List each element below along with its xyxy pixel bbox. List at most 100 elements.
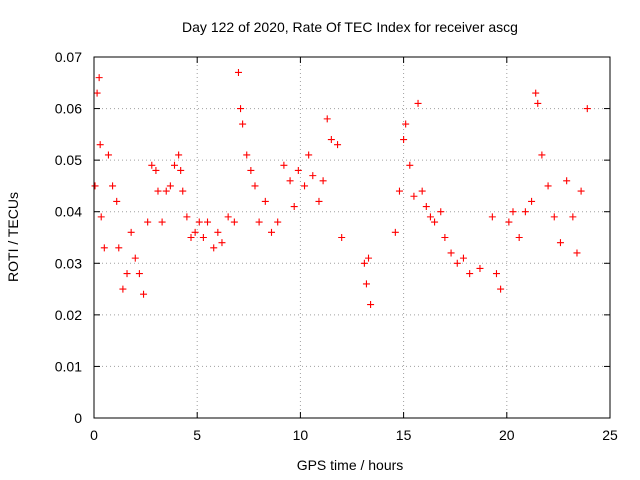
data-point xyxy=(210,244,218,252)
data-point xyxy=(563,177,571,185)
data-point xyxy=(191,228,199,236)
data-point xyxy=(261,197,269,205)
data-point xyxy=(315,197,323,205)
x-axis-label: GPS time / hours xyxy=(297,457,404,473)
data-point xyxy=(367,301,375,309)
data-point xyxy=(534,99,542,107)
y-axis-label: ROTI / TECUs xyxy=(5,192,21,282)
data-point xyxy=(204,218,212,226)
x-tick-label: 5 xyxy=(193,427,201,443)
data-points xyxy=(91,68,591,309)
data-point xyxy=(577,187,585,195)
x-tick-label: 15 xyxy=(396,427,412,443)
y-tick-label: 0 xyxy=(74,410,82,426)
x-tick-label: 20 xyxy=(499,427,515,443)
data-point xyxy=(148,161,156,169)
data-point xyxy=(95,74,103,82)
data-point xyxy=(569,213,577,221)
data-point xyxy=(360,259,368,267)
y-tick-label: 0.01 xyxy=(55,358,82,374)
data-point xyxy=(131,254,139,262)
data-point xyxy=(515,234,523,241)
data-point xyxy=(395,187,403,195)
data-point xyxy=(556,239,564,247)
data-point xyxy=(538,151,546,159)
data-point xyxy=(521,208,529,216)
data-point xyxy=(96,141,104,149)
data-point xyxy=(214,228,222,236)
data-point xyxy=(179,187,187,195)
data-point xyxy=(243,151,251,159)
data-point xyxy=(97,213,105,221)
data-point xyxy=(505,218,513,226)
data-point xyxy=(309,172,317,180)
data-point xyxy=(100,244,108,252)
chart-title: Day 122 of 2020, Rate Of TEC Index for r… xyxy=(182,19,518,35)
data-point xyxy=(274,218,282,226)
data-point xyxy=(402,120,410,128)
data-point xyxy=(509,208,517,216)
data-point xyxy=(488,213,496,221)
data-point xyxy=(294,166,302,174)
x-tick-label: 10 xyxy=(293,427,309,443)
data-point xyxy=(239,120,247,128)
data-point xyxy=(459,254,467,262)
data-point xyxy=(410,192,418,200)
data-point xyxy=(544,182,552,190)
data-point xyxy=(224,213,232,221)
data-point xyxy=(109,182,117,190)
data-point xyxy=(251,182,259,190)
data-point xyxy=(437,208,445,216)
x-tick-labels: 0 5 10 15 20 25 xyxy=(90,427,618,443)
data-point xyxy=(426,213,434,221)
data-point xyxy=(113,197,121,205)
data-point xyxy=(183,213,191,221)
data-point xyxy=(104,151,112,159)
data-point xyxy=(230,218,238,226)
data-point xyxy=(338,234,346,241)
data-point xyxy=(115,244,123,252)
data-point xyxy=(177,166,185,174)
data-point xyxy=(154,187,162,195)
data-point xyxy=(391,228,399,236)
data-point xyxy=(550,213,558,221)
y-tick-label: 0.04 xyxy=(55,204,82,220)
data-point xyxy=(422,203,430,211)
data-point xyxy=(237,105,245,113)
grid-lines xyxy=(94,57,610,418)
data-point xyxy=(199,234,207,241)
data-point xyxy=(290,203,298,211)
data-point xyxy=(406,161,414,169)
x-tick-label: 0 xyxy=(90,427,98,443)
data-point xyxy=(247,166,255,174)
data-point xyxy=(162,187,170,195)
data-point xyxy=(195,218,203,226)
data-point xyxy=(255,218,263,226)
data-point xyxy=(301,182,309,190)
y-tick-label: 0.02 xyxy=(55,307,82,323)
data-point xyxy=(286,177,294,185)
data-point xyxy=(119,285,127,293)
axis-ticks xyxy=(93,56,611,419)
data-point xyxy=(418,187,426,195)
data-point xyxy=(305,151,313,159)
data-point xyxy=(170,161,178,169)
data-point xyxy=(476,264,484,272)
data-point xyxy=(140,290,148,298)
data-point xyxy=(492,270,500,278)
data-point xyxy=(234,68,242,76)
y-tick-label: 0.03 xyxy=(55,255,82,271)
data-point xyxy=(280,161,288,169)
data-point xyxy=(91,182,99,190)
data-point xyxy=(319,177,327,185)
y-tick-label: 0.06 xyxy=(55,101,82,117)
data-point xyxy=(323,115,331,123)
data-point xyxy=(466,270,474,278)
data-point xyxy=(400,136,408,144)
data-point xyxy=(135,270,143,278)
data-point xyxy=(497,285,505,293)
data-point xyxy=(144,218,152,226)
data-point xyxy=(528,197,536,205)
data-point xyxy=(431,218,439,226)
